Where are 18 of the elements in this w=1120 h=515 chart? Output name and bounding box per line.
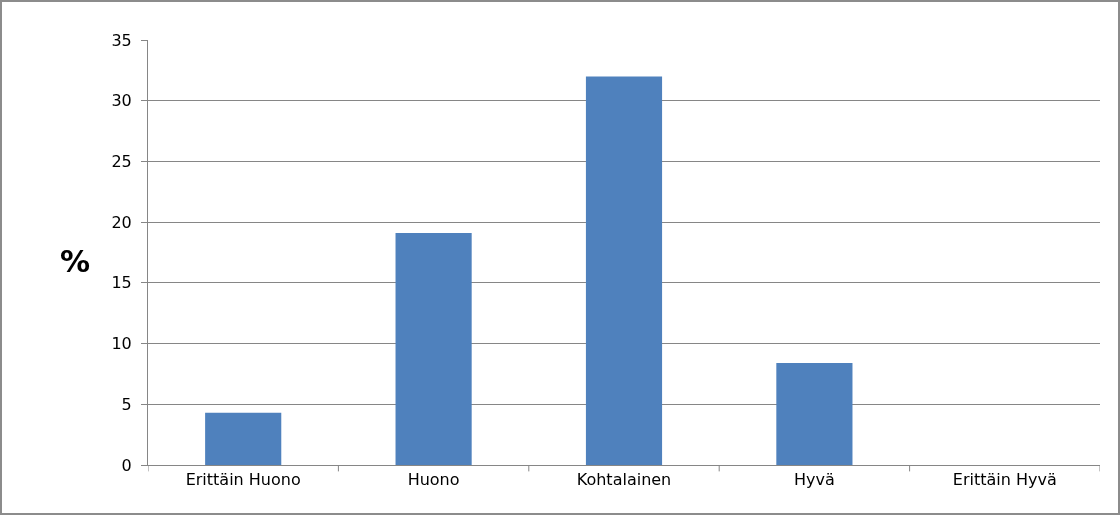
x-tick-label: Erittäin Hyvä (952, 470, 1057, 490)
bar (585, 76, 663, 465)
x-tick-label: Huono (407, 470, 460, 490)
x-tick-label: Hyvä (794, 470, 835, 490)
y-axis-title: % (60, 244, 91, 279)
y-tick-label: 25 (111, 152, 132, 172)
y-tick-label: 30 (111, 91, 132, 111)
bar (395, 233, 472, 465)
y-tick-label: 0 (121, 455, 132, 475)
y-tick-label: 20 (111, 212, 132, 232)
y-tick-label: 10 (111, 334, 132, 354)
y-tick-label: 15 (111, 273, 132, 293)
y-tick-label: 35 (111, 30, 132, 50)
x-tick-label: Erittäin Huono (185, 470, 301, 490)
y-tick-label: 5 (121, 394, 132, 414)
bar (776, 363, 853, 465)
x-tick-label: Kohtalainen (576, 470, 672, 490)
bar (205, 412, 282, 465)
